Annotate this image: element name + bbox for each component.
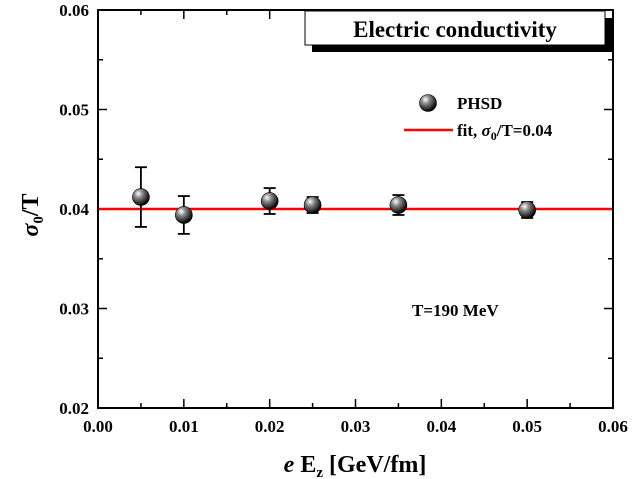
sphere-marker — [389, 196, 408, 214]
x-tick-label: 0.06 — [598, 417, 628, 436]
x-axis-label: e Ez [GeV/fm] — [284, 452, 427, 479]
data-point — [518, 201, 536, 219]
data-point — [303, 196, 322, 214]
legend-fit-label: fit, σ0/T=0.04 — [457, 121, 553, 143]
data-point — [260, 187, 279, 215]
y-axis-label-rest: /T — [18, 193, 44, 217]
data-point — [389, 194, 408, 216]
y-axis-label-sub: 0 — [31, 216, 47, 224]
legend-fit-rest: /T=0.04 — [496, 121, 553, 140]
x-axis-label-main: E — [294, 452, 316, 478]
x-axis-label-sub: z — [316, 465, 323, 479]
sphere-marker — [518, 201, 536, 219]
x-tick-label: 0.01 — [169, 417, 199, 436]
x-tick-label: 0.02 — [255, 417, 285, 436]
legend: PHSD fit, σ0/T=0.04 — [404, 94, 553, 143]
x-tick-label: 0.04 — [426, 417, 456, 436]
y-tick-label: 0.06 — [59, 1, 89, 20]
legend-fit-prefix: fit, — [457, 121, 482, 140]
y-tick-label: 0.02 — [59, 399, 89, 418]
y-axis-label: σ0/T — [18, 193, 47, 236]
y-axis-label-sigma: σ — [18, 223, 44, 237]
x-tick-label: 0.00 — [83, 417, 113, 436]
legend-fit-sub: 0 — [491, 129, 497, 143]
sphere-marker — [175, 206, 193, 224]
x-axis-label-e: e — [284, 452, 295, 478]
temperature-annotation: T=190 MeV — [412, 301, 499, 320]
legend-phsd-marker — [419, 94, 437, 112]
data-point — [175, 195, 193, 235]
sphere-marker — [260, 192, 279, 210]
data-point — [132, 166, 150, 228]
y-tick-label: 0.05 — [59, 101, 89, 120]
x-axis-ticks: 0.00 0.01 0.02 0.03 0.04 0.05 0.06 — [83, 10, 628, 436]
legend-phsd-label: PHSD — [457, 94, 502, 113]
sphere-marker — [132, 188, 150, 206]
data-points — [132, 166, 536, 235]
chart-title: Electric conductivity — [353, 17, 557, 42]
x-axis-label-rest: [GeV/fm] — [323, 452, 426, 478]
sphere-marker — [303, 196, 322, 214]
title-box — [304, 10, 606, 46]
x-tick-label: 0.05 — [512, 417, 542, 436]
y-tick-label: 0.03 — [59, 300, 89, 319]
x-tick-label: 0.03 — [341, 417, 371, 436]
legend-fit-sigma: σ — [482, 121, 492, 140]
y-tick-label: 0.04 — [59, 200, 89, 219]
